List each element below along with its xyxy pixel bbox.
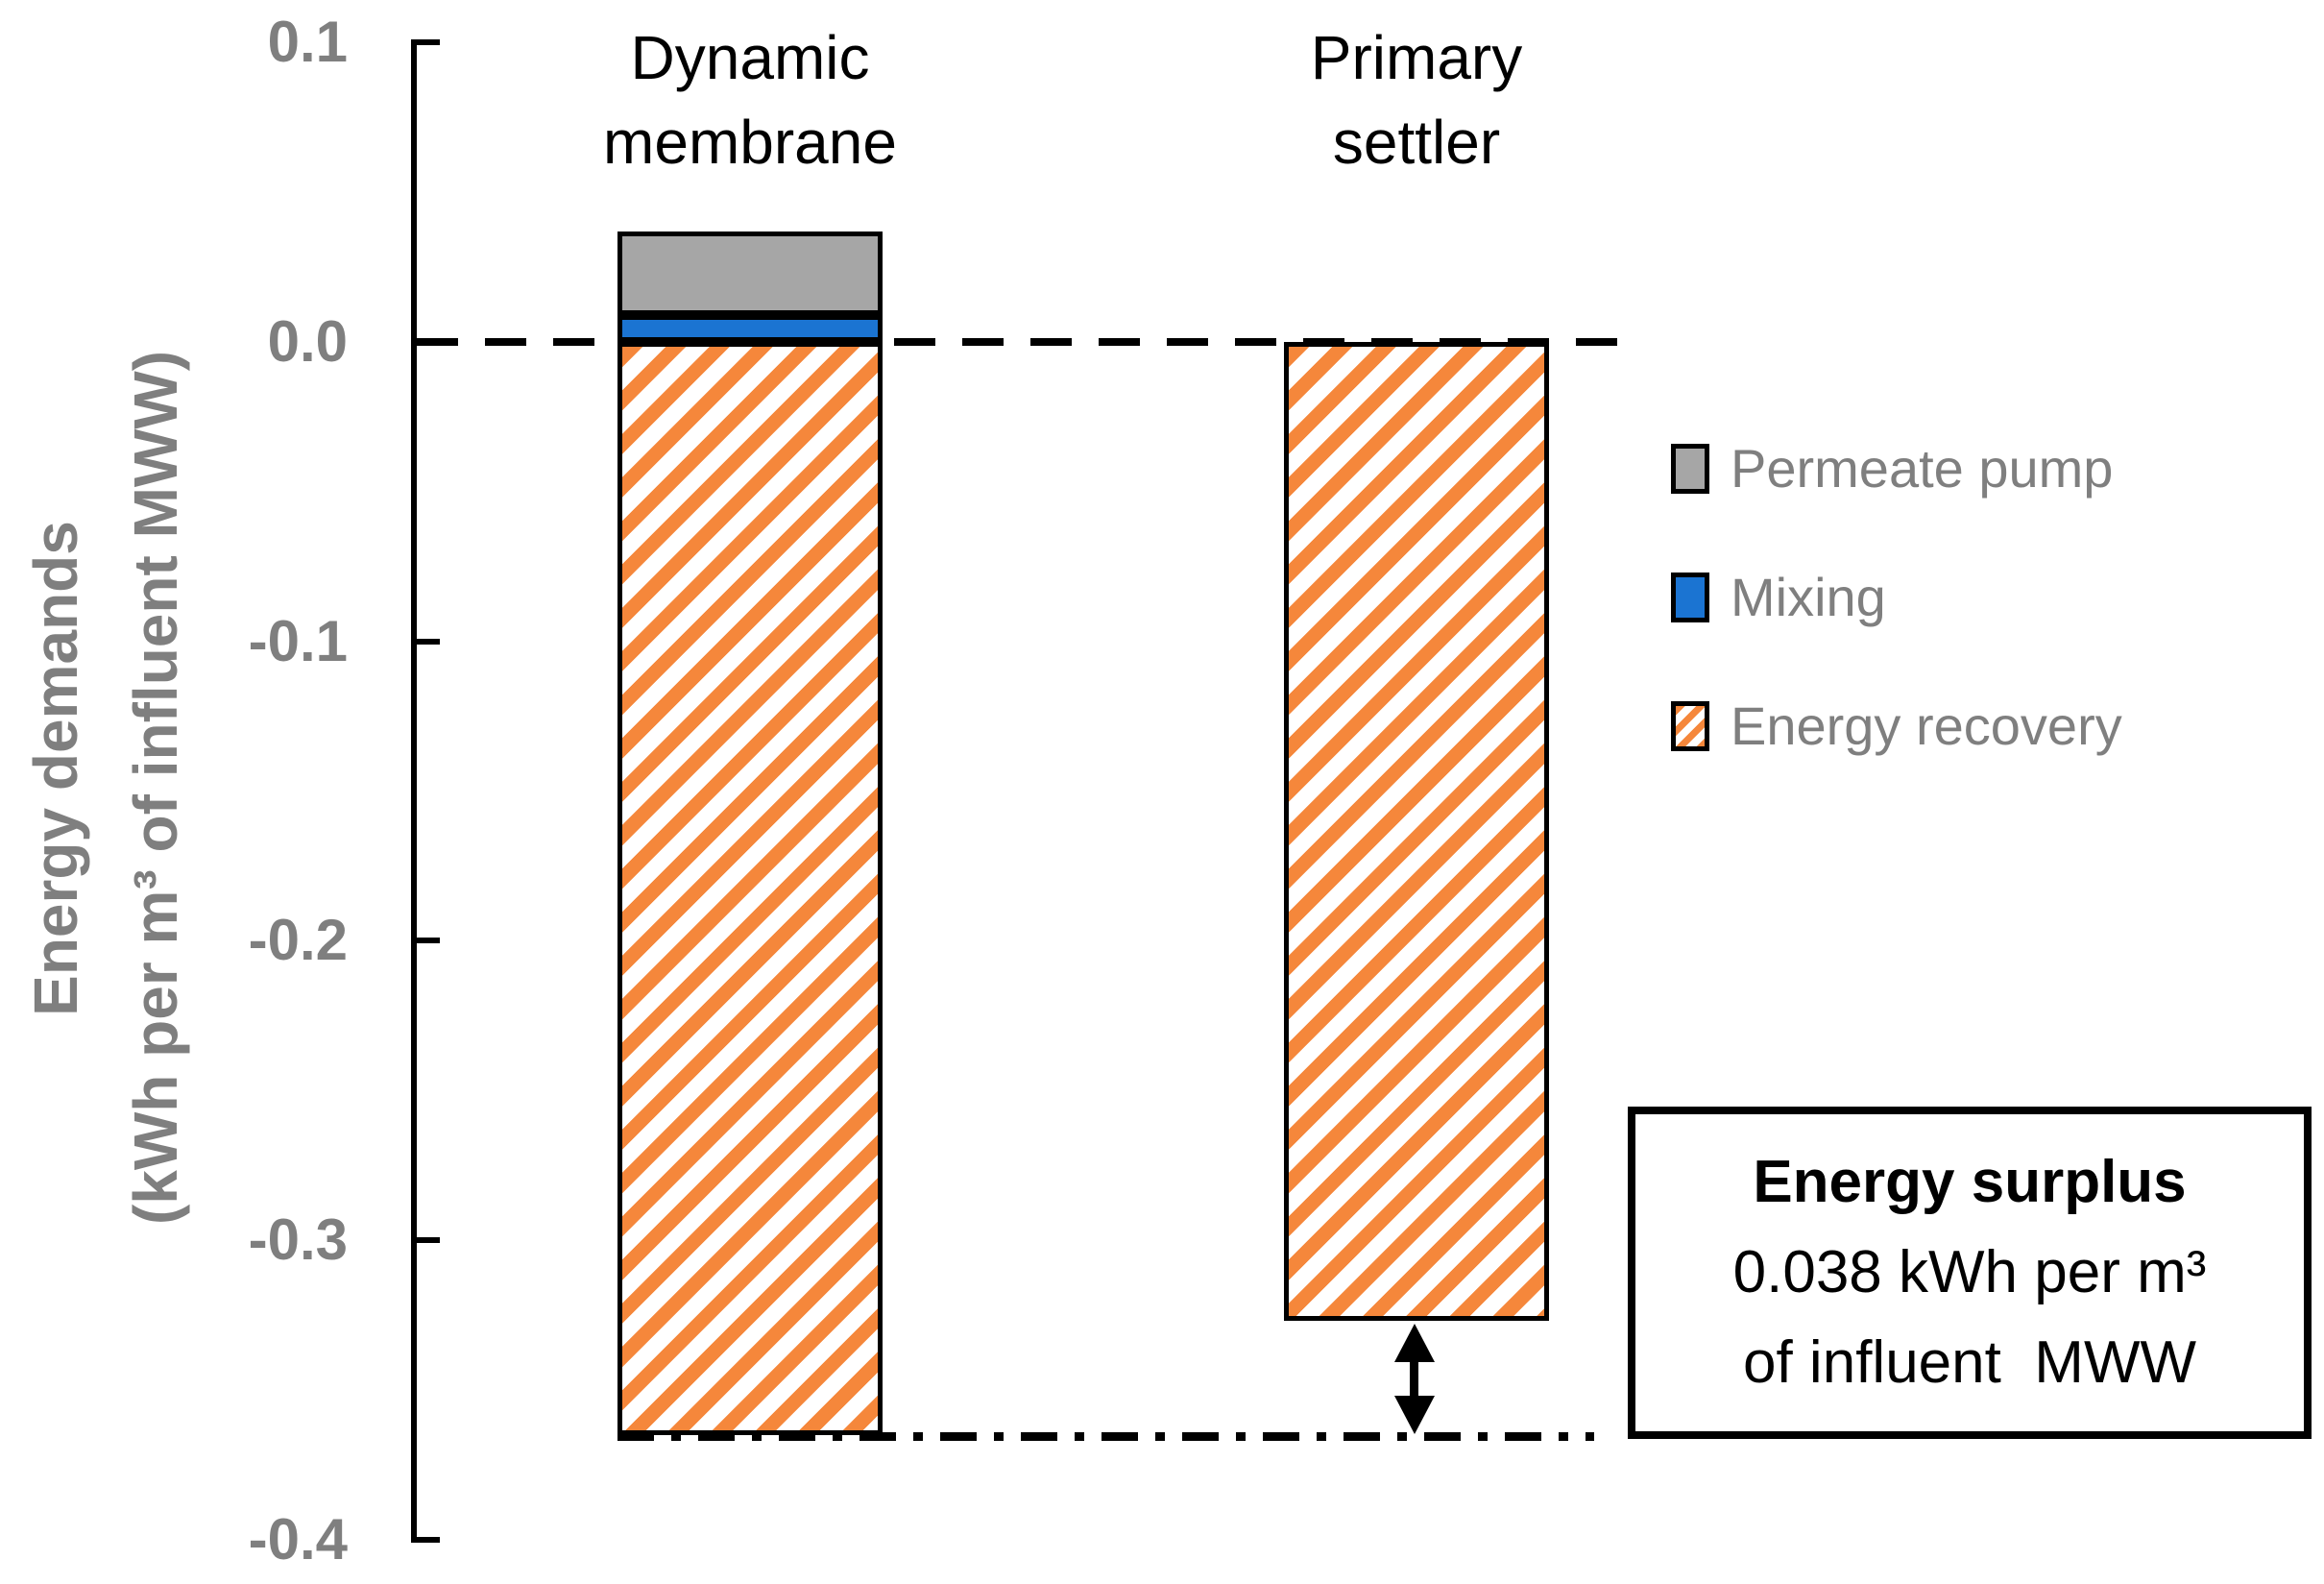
y-axis-title-line1: Energy demands [21, 521, 90, 1016]
category-title-dynamic-membrane: Dynamic membrane [462, 15, 1038, 184]
legend-swatch-mixing [1671, 573, 1709, 622]
surplus-dashdot-line [617, 1432, 1594, 1441]
y-axis-tick [417, 339, 440, 345]
y-axis-tick [417, 1536, 440, 1543]
y-axis-tick-label: 0.0 [267, 309, 348, 374]
category-title-primary-settler: Primary settler [1128, 15, 1705, 184]
energy-surplus-title: Energy surplus [1753, 1149, 2187, 1215]
legend-swatch-permeate-pump [1671, 444, 1709, 494]
y-axis-tick [417, 39, 440, 46]
y-axis-tick [417, 938, 440, 944]
zero-dashed-line [417, 338, 1627, 346]
category-title-line: settler [1332, 108, 1501, 177]
legend-label-mixing: Mixing [1731, 567, 1886, 627]
energy-surplus-unit: of influent MWW [1743, 1329, 2196, 1396]
energy-surplus-value: 0.038 kWh per m³ [1732, 1239, 2207, 1305]
y-axis-tick-label: -0.1 [248, 608, 348, 673]
category-title-line: Primary [1310, 23, 1523, 92]
legend-swatch-energy-recovery [1671, 701, 1709, 751]
bar-segment-mixing [617, 314, 883, 342]
bar-segment-energy-recovery [617, 342, 883, 1435]
category-title-line: membrane [603, 108, 897, 177]
arrow-down-head [1394, 1396, 1435, 1434]
surplus-arrow [1410, 1343, 1418, 1418]
y-axis-tick-label: -0.4 [248, 1506, 348, 1572]
category-title-line: Dynamic [630, 23, 870, 92]
y-axis-tick-label: 0.1 [267, 10, 348, 75]
y-axis-title-line2: (kWh per m³ of influent MWW) [121, 350, 190, 1226]
y-axis-tick [417, 638, 440, 645]
bar-segment-energy-recovery [1284, 342, 1549, 1322]
legend-label-permeate-pump: Permeate pump [1731, 438, 2114, 499]
y-axis-tick-label: -0.3 [248, 1207, 348, 1273]
energy-surplus-box: Energy surplus 0.038 kWh per m³ of influ… [1628, 1107, 2312, 1439]
legend-label-energy-recovery: Energy recovery [1731, 695, 2122, 756]
y-axis-line [411, 39, 417, 1543]
y-axis-tick [417, 1237, 440, 1244]
y-axis-tick-label: -0.2 [248, 908, 348, 973]
bar-segment-permeate-pump [617, 231, 883, 315]
